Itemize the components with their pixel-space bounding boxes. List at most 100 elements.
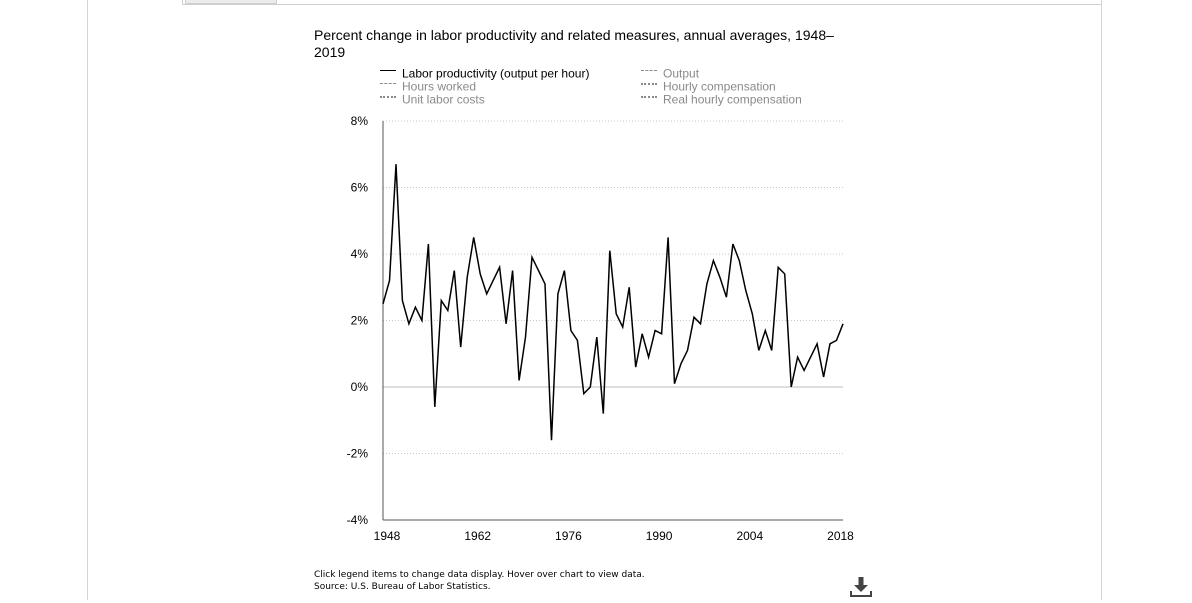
- data-point[interactable]: 1966: 3.6%: [497, 264, 503, 270]
- legend-swatch: [641, 95, 657, 98]
- data-point[interactable]: 1968: 3.5%: [510, 268, 516, 274]
- data-point[interactable]: 2007: 1.7%: [762, 327, 768, 333]
- x-tick-label: 2018: [827, 529, 854, 543]
- data-point[interactable]: 1984: 2.2%: [613, 311, 619, 317]
- data-point[interactable]: 1967: 1.9%: [503, 321, 509, 327]
- data-point[interactable]: 1969: 0.2%: [516, 377, 522, 383]
- legend-label: Hours worked: [402, 79, 477, 94]
- series-line-labor-productivity[interactable]: [382, 164, 844, 441]
- data-point[interactable]: 1960: 1.2%: [458, 344, 464, 350]
- data-point[interactable]: 1998: 3.1%: [704, 281, 710, 287]
- data-point[interactable]: 2000: 3.3%: [717, 274, 723, 280]
- data-point[interactable]: 1981: 1.5%: [594, 334, 600, 340]
- data-point[interactable]: 1993: 0.1%: [672, 381, 678, 387]
- data-point[interactable]: 1970: 1.5%: [523, 334, 529, 340]
- data-point[interactable]: 1965: 3.2%: [490, 278, 496, 284]
- data-point[interactable]: 2014: 0.9%: [808, 354, 814, 360]
- x-tick-label: 1990: [646, 529, 673, 543]
- data-point[interactable]: 1974: -1.6%: [548, 437, 554, 443]
- x-tick-label: 1976: [555, 529, 582, 543]
- y-tick-label: 6%: [351, 181, 369, 195]
- data-point[interactable]: 1971: 3.9%: [529, 254, 535, 260]
- data-point[interactable]: 2013: 0.5%: [801, 367, 807, 373]
- data-point[interactable]: 1951: 2.6%: [399, 298, 405, 304]
- data-point[interactable]: 1994: 0.7%: [678, 361, 684, 367]
- data-point[interactable]: 1958: 2.3%: [445, 308, 451, 314]
- legend-item-real-hourly-compensation[interactable]: Real hourly compensation: [641, 93, 802, 106]
- data-point[interactable]: 1986: 3%: [626, 284, 632, 290]
- y-tick-label: -2%: [347, 447, 369, 461]
- data-point[interactable]: 1976: 3.5%: [561, 268, 567, 274]
- legend-item-unit-labor-costs[interactable]: Unit labor costs: [380, 93, 485, 106]
- data-point[interactable]: 2018: 1.4%: [834, 337, 840, 343]
- tab-stub[interactable]: [185, 0, 277, 4]
- data-point[interactable]: 2001: 2.7%: [723, 294, 729, 300]
- data-point[interactable]: 1972: 3.5%: [535, 268, 541, 274]
- data-point[interactable]: 1983: 4.1%: [607, 248, 613, 254]
- data-point[interactable]: 1963: 3.4%: [477, 271, 483, 277]
- data-point[interactable]: 1991: 1.6%: [659, 331, 665, 337]
- series-layer[interactable]: 1948: 2.5% 1949: 3.2% 1950: 6.7% 1951: 2.6%…: [380, 161, 846, 443]
- data-point[interactable]: 1950: 6.7%: [393, 161, 399, 167]
- data-point[interactable]: 1979: -0.2%: [581, 391, 587, 397]
- data-point[interactable]: 1992: 4.5%: [665, 234, 671, 240]
- legend-swatch: [380, 83, 396, 85]
- legend-label: Unit labor costs: [402, 92, 485, 107]
- data-point[interactable]: 1980: 0%: [587, 384, 593, 390]
- data-point[interactable]: 1953: 2.4%: [412, 304, 418, 310]
- data-point[interactable]: 2003: 3.8%: [736, 258, 742, 264]
- legend-item-hourly-compensation[interactable]: Hourly compensation: [641, 80, 776, 93]
- data-point[interactable]: 2002: 4.3%: [730, 241, 736, 247]
- data-point[interactable]: 1962: 4.5%: [471, 234, 477, 240]
- data-point[interactable]: 1982: -0.8%: [600, 411, 606, 417]
- data-point[interactable]: 1990: 1.7%: [652, 327, 658, 333]
- data-point[interactable]: 1955: 4.3%: [425, 241, 431, 247]
- data-point[interactable]: 1957: 2.6%: [438, 298, 444, 304]
- data-point[interactable]: 1989: 0.9%: [646, 354, 652, 360]
- data-point[interactable]: 2011: 0%: [788, 384, 794, 390]
- data-point[interactable]: 1977: 1.7%: [568, 327, 574, 333]
- data-point[interactable]: 2006: 1.1%: [756, 347, 762, 353]
- data-point[interactable]: 1999: 3.8%: [710, 258, 716, 264]
- chart-title: Percent change in labor productivity and…: [314, 27, 834, 60]
- data-point[interactable]: 2017: 1.3%: [827, 341, 833, 347]
- data-point[interactable]: 2012: 0.9%: [795, 354, 801, 360]
- y-tick-label: 4%: [351, 247, 369, 261]
- data-point[interactable]: 1948: 2.5%: [380, 301, 386, 307]
- data-point[interactable]: 1959: 3.5%: [451, 268, 457, 274]
- legend-item-output[interactable]: Output: [641, 67, 699, 80]
- data-point[interactable]: 1978: 1.4%: [574, 337, 580, 343]
- tick-label-layer: -4% -2% 0% 2% 4% 6% 8% 1948 1962 1976 1990 2004 2018: [347, 114, 855, 543]
- data-point[interactable]: 1975: 2.8%: [555, 291, 561, 297]
- data-point[interactable]: 2010: 3.4%: [782, 271, 788, 277]
- data-point[interactable]: 2016: 0.3%: [821, 374, 827, 380]
- data-point[interactable]: 1964: 2.8%: [484, 291, 490, 297]
- data-point[interactable]: 1973: 3.1%: [542, 281, 548, 287]
- y-tick-label: -4%: [347, 513, 369, 527]
- data-point[interactable]: 1987: 0.6%: [633, 364, 639, 370]
- data-point[interactable]: 1996: 2.1%: [691, 314, 697, 320]
- data-point[interactable]: 1952: 1.9%: [406, 321, 412, 327]
- data-point[interactable]: 2005: 2.2%: [749, 311, 755, 317]
- data-point[interactable]: 1956: -0.6%: [432, 404, 438, 410]
- download-button[interactable]: [849, 576, 873, 598]
- data-point[interactable]: 1954: 2%: [419, 318, 425, 324]
- data-point[interactable]: 1985: 1.8%: [620, 324, 626, 330]
- data-point[interactable]: 1988: 1.6%: [639, 331, 645, 337]
- data-point[interactable]: 2015: 1.3%: [814, 341, 820, 347]
- data-point[interactable]: 1949: 3.2%: [386, 278, 392, 284]
- x-tick-label: 1962: [464, 529, 491, 543]
- legend-item-hours-worked[interactable]: Hours worked: [380, 80, 476, 93]
- data-point[interactable]: 2019: 1.9%: [840, 321, 846, 327]
- data-point[interactable]: 1997: 1.9%: [697, 321, 703, 327]
- data-point[interactable]: 1995: 1.1%: [685, 347, 691, 353]
- data-point[interactable]: 2004: 2.9%: [743, 288, 749, 294]
- chart-source-text: Source: U.S. Bureau of Labor Statistics.: [314, 582, 491, 592]
- data-point[interactable]: 1961: 3.3%: [464, 274, 470, 280]
- data-point[interactable]: 2008: 1.1%: [769, 347, 775, 353]
- legend-label: Output: [663, 66, 700, 81]
- legend-item-labor-productivity[interactable]: Labor productivity (output per hour): [380, 67, 589, 80]
- data-point[interactable]: 2009: 3.6%: [775, 264, 781, 270]
- x-tick-label: 1948: [374, 529, 401, 543]
